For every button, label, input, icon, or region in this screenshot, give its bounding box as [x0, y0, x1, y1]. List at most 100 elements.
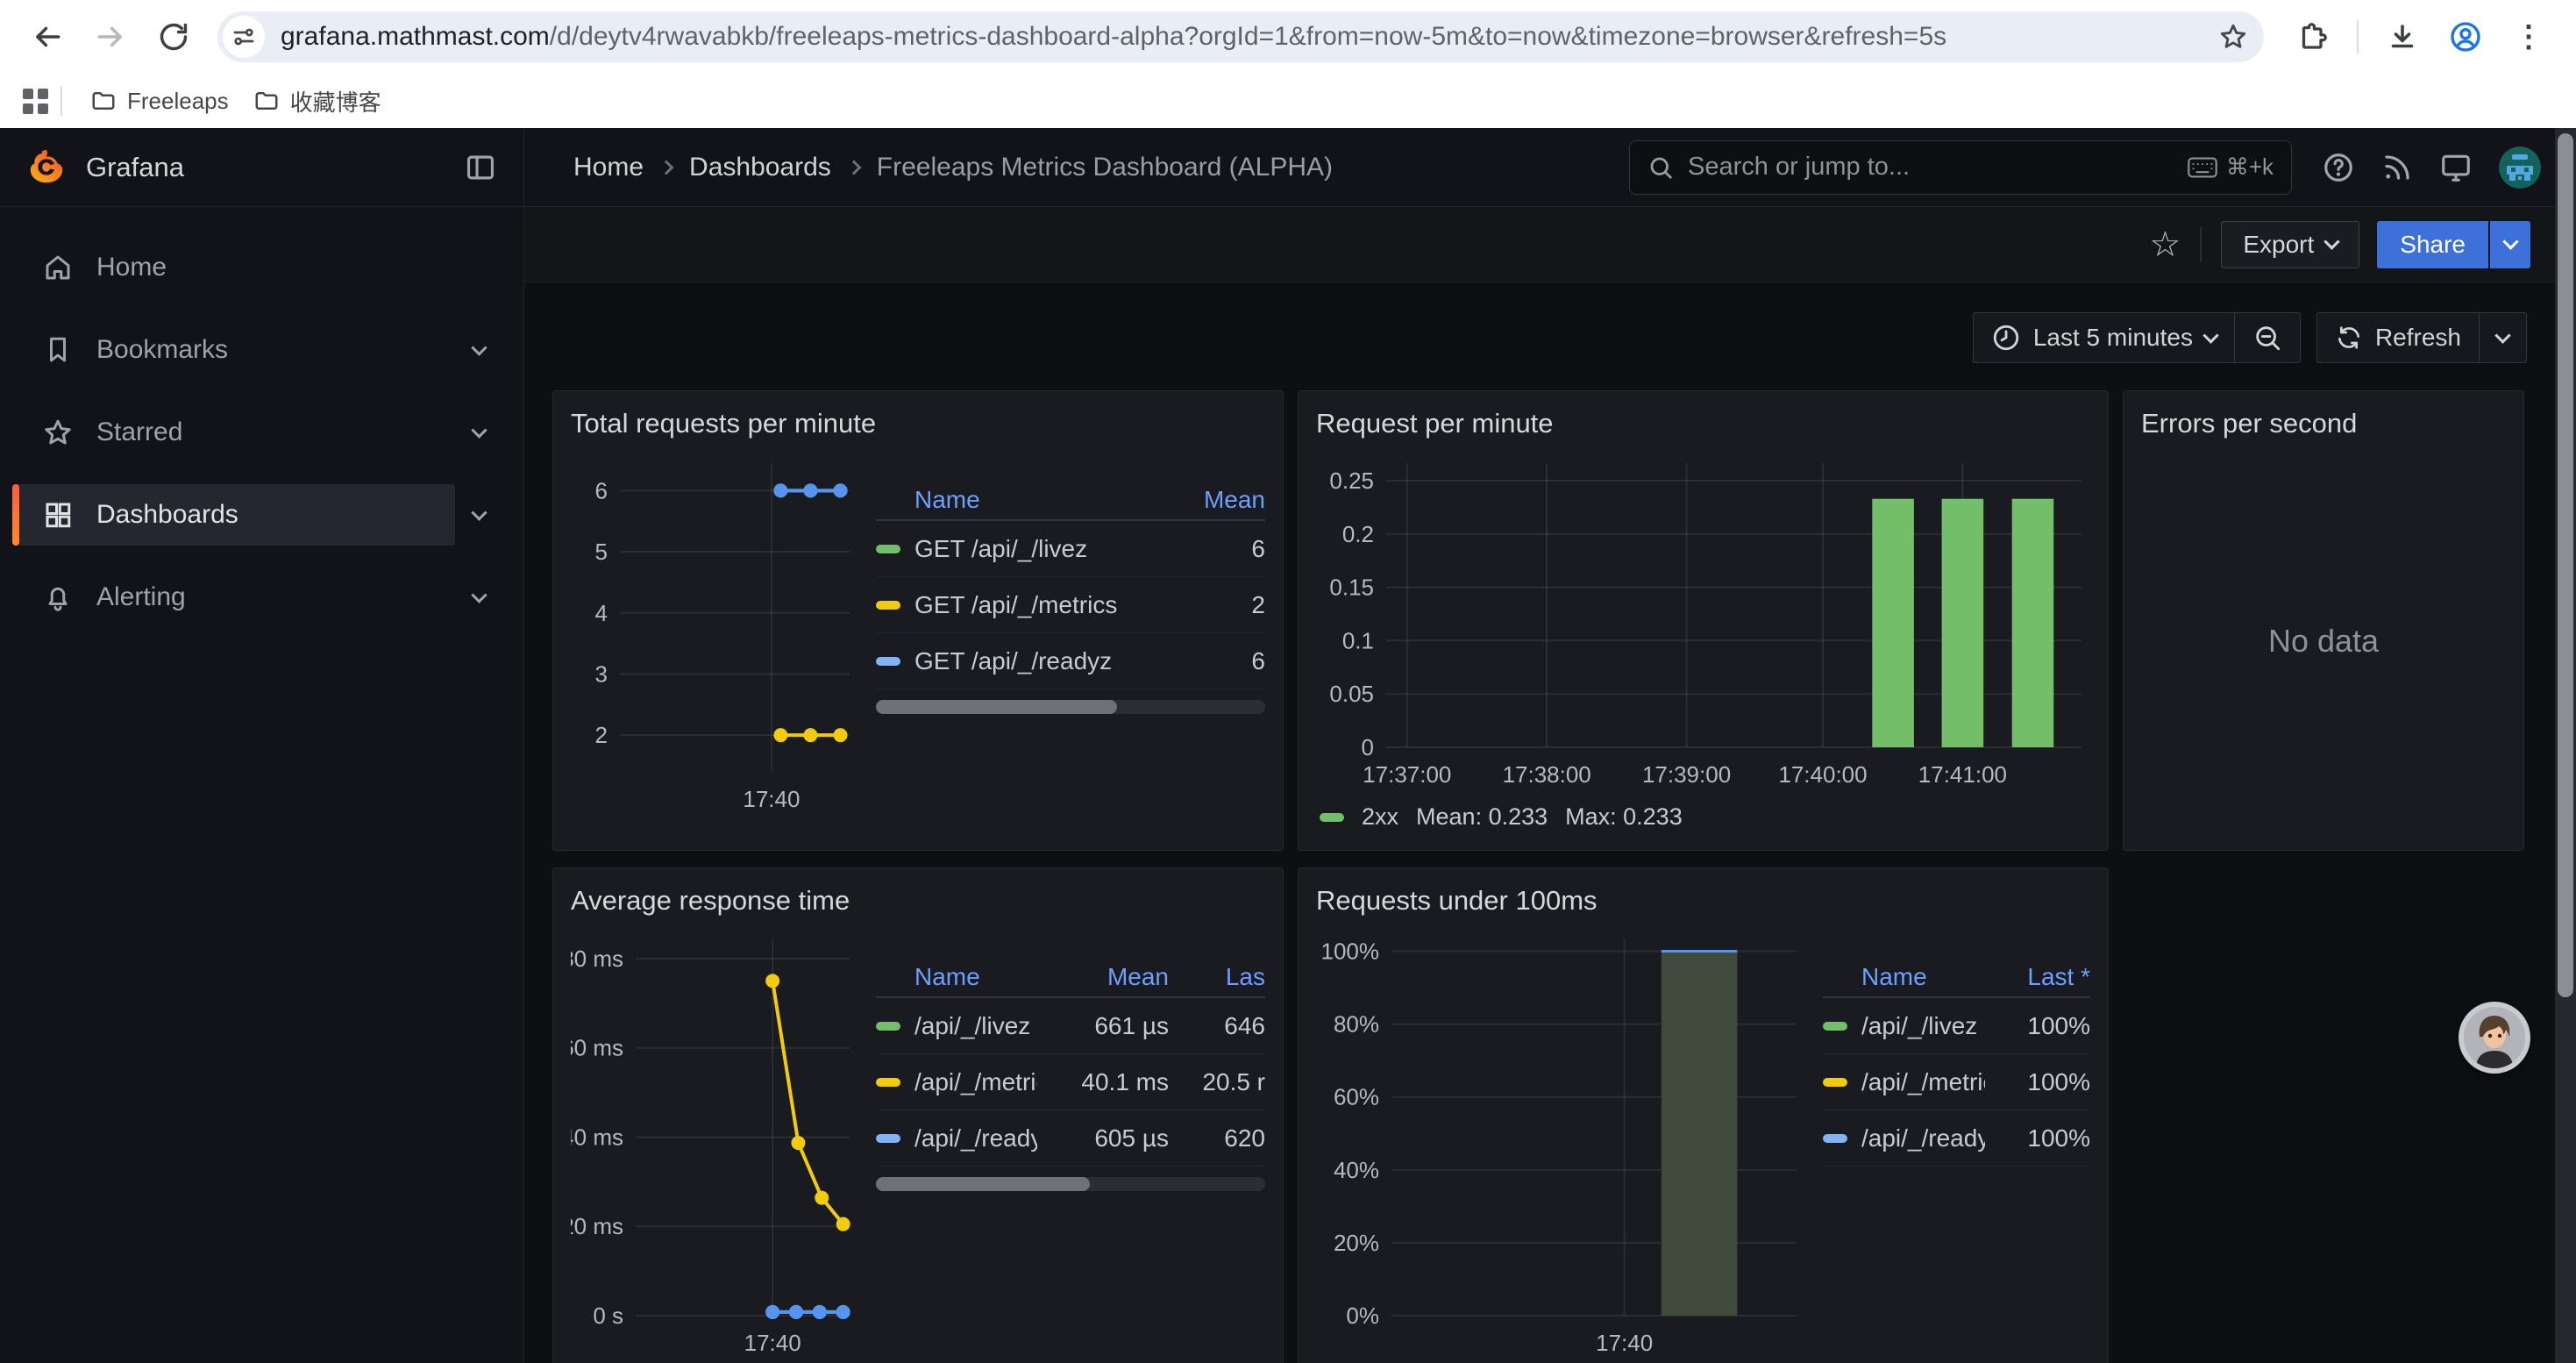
legend-scrollbar[interactable] [876, 700, 1265, 714]
brand-name[interactable]: Grafana [86, 152, 184, 183]
legend-row[interactable]: /api/_/readyz 100% [1823, 1110, 2090, 1167]
chevron-down-icon[interactable] [471, 587, 487, 603]
series-color-dash [876, 601, 900, 610]
bar-chart-plot[interactable]: 0.250.20.150.10.05017:37:0017:38:0017:39… [1316, 449, 2090, 795]
export-button[interactable]: Export [2221, 221, 2359, 268]
assistant-avatar[interactable] [2459, 1002, 2530, 1074]
time-controls-bar: Last 5 minutes Refresh [524, 282, 2576, 390]
svg-text:0: 0 [1362, 734, 1374, 760]
legend-scrollbar[interactable] [876, 1177, 1265, 1191]
forward-icon[interactable] [86, 12, 135, 61]
star-dashboard-icon[interactable]: ☆ [2149, 227, 2181, 262]
monitor-icon[interactable] [2439, 151, 2473, 184]
apps-grid-icon[interactable] [23, 89, 48, 114]
legend-row[interactable]: /api/_/livez 100% [1823, 998, 2090, 1054]
legend-col-last[interactable]: Las [1169, 963, 1265, 991]
sidebar-item-bookmarks[interactable]: Bookmarks [0, 321, 523, 379]
svg-text:100%: 100% [1321, 938, 1380, 965]
legend-row[interactable]: GET /api/_/livez 6 [876, 521, 1265, 577]
browser-toolbar-right: ⋮ [2281, 12, 2560, 61]
zoom-out-button[interactable] [2234, 313, 2300, 362]
back-icon[interactable] [23, 12, 72, 61]
scrollbar-thumb[interactable] [2558, 133, 2573, 997]
svg-text:17:37:00: 17:37:00 [1363, 761, 1451, 788]
timeseries-plot[interactable]: 6543217:40 [571, 449, 860, 817]
legend-col-name[interactable]: Name [876, 486, 1160, 514]
bookmark-icon [42, 334, 74, 366]
keyboard-icon [2188, 156, 2217, 179]
sidebar-item-starred[interactable]: Starred [0, 403, 523, 461]
panel-title[interactable]: Total requests per minute [571, 403, 1265, 444]
legend-col-mean[interactable]: Mean [1037, 963, 1169, 991]
bookmark-folder-freeleaps[interactable]: Freeleaps [78, 82, 241, 120]
browser-menu-icon[interactable]: ⋮ [2504, 12, 2553, 61]
svg-text:0.05: 0.05 [1329, 681, 1374, 707]
panel-title[interactable]: Errors per second [2141, 403, 2506, 444]
svg-text:17:40: 17:40 [744, 1330, 801, 1356]
collapse-sidebar-icon[interactable] [464, 151, 497, 184]
chevron-down-icon[interactable] [471, 339, 487, 355]
site-settings-icon[interactable] [223, 16, 265, 58]
breadcrumb-home[interactable]: Home [573, 153, 644, 182]
svg-text:60 ms: 60 ms [571, 1035, 623, 1061]
legend-col-mean[interactable]: Mean [1160, 486, 1265, 514]
legend-col-name[interactable]: Name [1823, 963, 1985, 991]
breadcrumb-dashboards[interactable]: Dashboards [689, 153, 831, 182]
panel-title[interactable]: Requests under 100ms [1316, 881, 2090, 921]
chevron-down-icon [2202, 327, 2218, 343]
folder-icon [90, 88, 117, 114]
legend-col-name[interactable]: Name [876, 963, 1037, 991]
dashboards-icon [42, 499, 74, 531]
legend-row[interactable]: GET /api/_/metrics 2 [876, 577, 1265, 633]
downloads-icon[interactable] [2378, 12, 2427, 61]
bell-icon [42, 582, 74, 613]
user-avatar[interactable] [2499, 146, 2541, 189]
help-icon[interactable] [2322, 151, 2355, 184]
timeseries-plot[interactable]: 80 ms60 ms40 ms20 ms0 s17:40 [571, 926, 860, 1363]
svg-text:17:39:00: 17:39:00 [1642, 761, 1731, 788]
bookmark-folder-label: 收藏博客 [290, 85, 381, 118]
chevron-down-icon[interactable] [471, 422, 487, 438]
dashboard-actions-bar: ☆ Export Share [524, 207, 2576, 282]
panel-total-requests-per-minute: Total requests per minute 6543217:40 Nam… [552, 390, 1284, 851]
refresh-button[interactable]: Refresh [2317, 313, 2479, 362]
time-range-picker[interactable]: Last 5 minutes [1974, 313, 2234, 362]
sidebar-item-home[interactable]: Home [0, 239, 523, 296]
legend[interactable]: 2xx Mean: 0.233 Max: 0.233 [1316, 803, 2090, 831]
browser-profile-icon[interactable] [2441, 12, 2490, 61]
panel-title[interactable]: Request per minute [1316, 403, 2090, 444]
time-range-group: Last 5 minutes [1973, 312, 2301, 363]
sidebar-item-dashboards[interactable]: Dashboards [0, 486, 523, 544]
svg-text:40 ms: 40 ms [571, 1124, 623, 1150]
page-scrollbar[interactable] [2555, 128, 2576, 1363]
bookmark-folder-favorites[interactable]: 收藏博客 [241, 80, 394, 123]
bookmarks-bar: Freeleaps 收藏博客 [0, 74, 2576, 128]
bookmark-page-star-icon[interactable] [2218, 22, 2248, 52]
chevron-down-icon[interactable] [471, 504, 487, 520]
series-color-dash [1823, 1022, 1847, 1031]
svg-text:20%: 20% [1334, 1230, 1379, 1256]
legend-row[interactable]: /api/_/metrics 40.1 ms 20.5 r [876, 1054, 1265, 1110]
search-input[interactable]: Search or jump to... ⌘+k [1629, 140, 2292, 195]
share-button[interactable]: Share [2377, 221, 2488, 268]
area-chart-plot[interactable]: 100%80%60%40%20%0%17:40 [1316, 926, 1807, 1363]
legend-row[interactable]: /api/_/livez 661 µs 646 [876, 998, 1265, 1054]
svg-text:0.15: 0.15 [1329, 574, 1374, 601]
news-rss-icon[interactable] [2381, 152, 2413, 183]
sidebar-item-alerting[interactable]: Alerting [0, 568, 523, 626]
url-bar[interactable]: grafana.mathmast.com/d/deytv4rwavabkb/fr… [217, 11, 2264, 62]
reload-icon[interactable] [149, 12, 198, 61]
panel-title[interactable]: Average response time [571, 881, 1265, 921]
refresh-interval-button[interactable] [2479, 313, 2526, 362]
bookmark-folder-label: Freeleaps [127, 88, 229, 115]
legend-col-last[interactable]: Last * [1985, 963, 2090, 991]
grafana-logo[interactable] [26, 147, 67, 188]
share-menu-button[interactable] [2490, 221, 2530, 268]
series-color-dash [876, 657, 900, 666]
svg-text:80%: 80% [1334, 1011, 1379, 1038]
legend-row[interactable]: /api/_/readyz 605 µs 620 [876, 1110, 1265, 1167]
extensions-icon[interactable] [2288, 12, 2338, 61]
legend-row[interactable]: GET /api/_/readyz 6 [876, 633, 1265, 689]
svg-text:17:41:00: 17:41:00 [1918, 761, 2007, 788]
legend-row[interactable]: /api/_/metrics 100% [1823, 1054, 2090, 1110]
